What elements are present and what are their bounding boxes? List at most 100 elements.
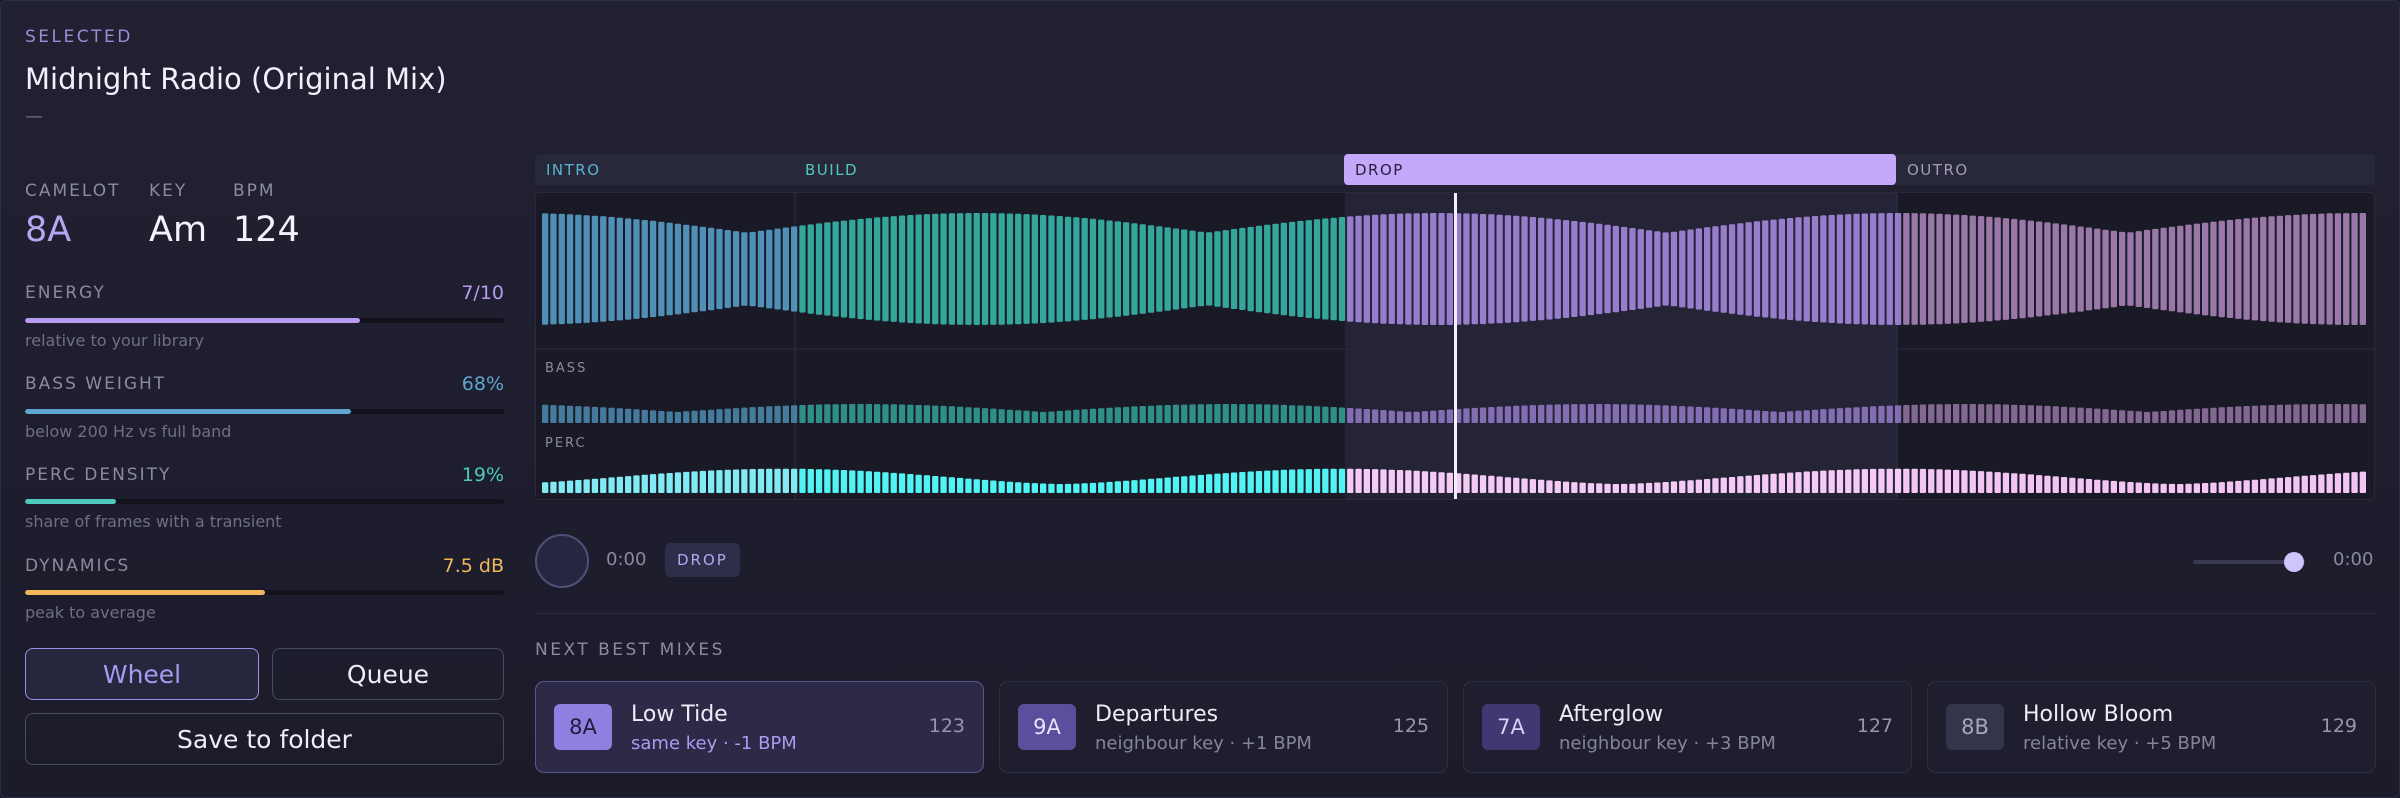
section-drop[interactable]: DROP — [1344, 154, 1896, 185]
bass-bar — [575, 406, 582, 423]
bass-bar — [1347, 408, 1354, 423]
bass-bar — [1388, 410, 1395, 423]
perc-bar — [616, 476, 623, 493]
perc-bar — [1015, 482, 1022, 493]
play-button[interactable] — [535, 534, 589, 588]
waveform-bar — [1156, 226, 1163, 312]
waveform-bar — [716, 228, 723, 310]
perc-bar — [1181, 476, 1188, 493]
waveform-bar — [1845, 214, 1852, 324]
perc-bar — [1073, 483, 1080, 493]
camelot-key-badge: 7A — [1482, 704, 1540, 750]
waveform-bar — [649, 220, 657, 318]
bass-bar — [907, 404, 914, 423]
bass-bar — [1098, 408, 1105, 423]
camelot-key-badge: 8A — [554, 704, 612, 750]
wheel-button[interactable]: Wheel — [25, 648, 259, 700]
bass-bar — [1579, 404, 1586, 423]
waveform-bar — [1496, 214, 1503, 324]
perc-bar — [2152, 483, 2159, 493]
bass-bar — [649, 410, 657, 423]
waveform-bar — [1064, 216, 1072, 322]
bass-bar — [1064, 410, 1072, 423]
waveform-bar — [1438, 213, 1445, 325]
perc-bar — [1654, 482, 1661, 493]
perc-bar — [749, 469, 756, 493]
perc-bar — [2202, 483, 2209, 493]
bass-bar — [1728, 408, 1736, 423]
waveform-bar — [2260, 216, 2267, 322]
waveform-bar — [1421, 213, 1429, 325]
zoom-slider[interactable] — [2193, 560, 2305, 564]
bass-bar — [1562, 404, 1570, 423]
perc-bar — [1239, 472, 1246, 493]
waveform[interactable] — [535, 192, 2375, 500]
playhead[interactable] — [1454, 193, 1457, 500]
perc-bar — [1222, 473, 1229, 493]
bass-bar — [1662, 405, 1669, 423]
bass-bar — [1405, 411, 1412, 423]
waveform-bar — [2276, 215, 2283, 323]
waveform-bar — [1513, 215, 1520, 323]
perc-bar — [1944, 469, 1951, 493]
perc-bar — [741, 469, 748, 493]
section-outro[interactable]: OUTRO — [1907, 161, 1969, 179]
bass-bar — [1745, 409, 1752, 423]
waveform-bar — [749, 231, 756, 307]
bass-bar — [749, 407, 756, 423]
perc-bar — [1936, 469, 1943, 493]
perc-bar — [1048, 483, 1055, 493]
waveform-bar — [1504, 215, 1512, 323]
bass-bar — [1853, 407, 1860, 423]
waveform-bar — [1870, 213, 1877, 325]
waveform-bar — [1164, 227, 1171, 311]
waveform-bar — [1994, 217, 2001, 321]
waveform-bar — [1861, 213, 1868, 325]
waveform-bar — [1745, 222, 1752, 316]
waveform-bar — [558, 213, 565, 325]
waveform-bar — [1247, 226, 1254, 312]
perc-bar — [2235, 480, 2242, 493]
perc-bar — [865, 471, 872, 493]
bass-bar — [1430, 410, 1437, 423]
waveform-bar — [1820, 215, 1827, 323]
bass-bar — [608, 407, 615, 423]
perc-bar — [1106, 481, 1113, 493]
perc-bar — [1662, 482, 1669, 493]
save-to-folder-button[interactable]: Save to folder — [25, 713, 504, 765]
bass-bar — [674, 411, 682, 423]
perc-bar — [2052, 476, 2059, 493]
bass-bar — [1172, 404, 1180, 423]
bass-bar — [1596, 404, 1603, 423]
waveform-bar — [1612, 225, 1619, 313]
section-intro[interactable]: INTRO — [546, 161, 601, 179]
section-build[interactable]: BUILD — [805, 161, 859, 179]
bass-bar — [2309, 404, 2317, 423]
queue-button[interactable]: Queue — [272, 648, 504, 700]
mix-card[interactable]: 8B Hollow Bloom relative key · +5 BPM 12… — [1927, 681, 2376, 773]
bass-bar — [666, 411, 673, 423]
perc-bar — [957, 477, 964, 493]
waveform-bar — [591, 215, 599, 323]
waveform-bar — [1272, 223, 1279, 315]
camelot-value: 8A — [25, 210, 72, 250]
perc-bar — [1587, 483, 1595, 493]
waveform-bar — [625, 218, 632, 320]
perc-bar — [1770, 473, 1777, 493]
bass-bar — [1338, 407, 1346, 423]
perc-bar — [981, 479, 989, 493]
perc-bar — [849, 470, 856, 493]
perc-bar — [807, 469, 814, 493]
bass-bar — [1181, 404, 1188, 423]
mix-card[interactable]: 7A Afterglow neighbour key · +3 BPM 127 — [1463, 681, 1912, 773]
drop-marker[interactable]: DROP — [665, 543, 740, 577]
bass-bar — [965, 407, 972, 423]
waveform-bar — [832, 221, 839, 317]
mix-card[interactable]: 8A Low Tide same key · -1 BPM 123 — [535, 681, 984, 773]
mix-card[interactable]: 9A Departures neighbour key · +1 BPM 125 — [999, 681, 1448, 773]
waveform-bar — [2235, 219, 2242, 319]
waveform-bar — [2177, 225, 2184, 313]
waveform-bar — [890, 216, 897, 322]
zoom-slider-handle[interactable] — [2283, 552, 2304, 572]
perc-bar — [1214, 473, 1221, 493]
